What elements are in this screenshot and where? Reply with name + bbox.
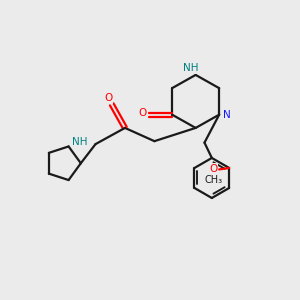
Text: O: O (104, 94, 112, 103)
Text: NH: NH (184, 63, 199, 74)
Text: CH₃: CH₃ (204, 175, 222, 185)
Text: O: O (209, 164, 218, 173)
Text: O: O (138, 108, 146, 118)
Text: NH: NH (72, 137, 87, 147)
Text: N: N (223, 110, 230, 120)
